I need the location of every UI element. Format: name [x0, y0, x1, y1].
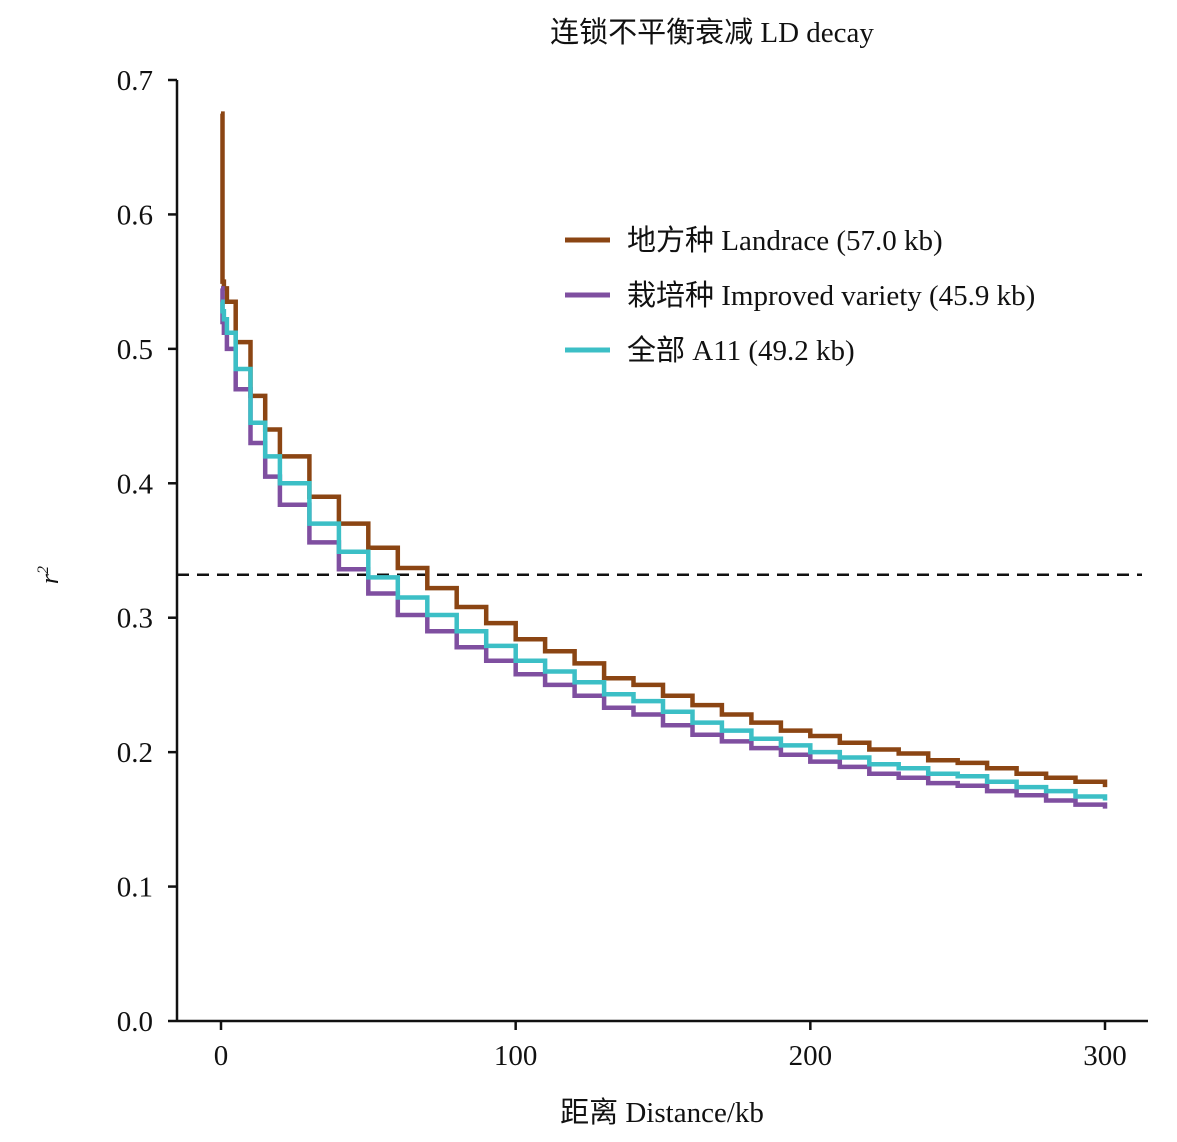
- legend: 地方种 Landrace (57.0 kb) 栽培种 Improved varie…: [565, 224, 1035, 367]
- y-axis-ticks: 0.0 0.1 0.2 0.3 0.4 0.5 0.6 0.7: [117, 65, 177, 1038]
- y-tick-label: 0.4: [117, 468, 154, 500]
- x-tick-label: 100: [494, 1040, 538, 1072]
- legend-label: 地方种 Landrace (57.0 kb): [627, 224, 943, 257]
- y-tick-label: 0.5: [117, 334, 153, 366]
- y-tick-label: 0.7: [117, 65, 153, 97]
- y-tick-label: 0.6: [117, 199, 153, 231]
- series-layer: [220, 111, 1108, 809]
- x-axis-ticks: 0 100 200 300: [214, 1021, 1127, 1072]
- legend-label: 栽培种 Improved variety (45.9 kb): [627, 279, 1035, 312]
- legend-label: 全部 A11 (49.2 kb): [627, 334, 855, 367]
- y-tick-label: 0.1: [117, 872, 153, 904]
- y-axis-label: r2: [35, 566, 64, 584]
- y-axis-label-superscript: 2: [35, 566, 52, 574]
- y-tick-label: 0.0: [117, 1006, 153, 1038]
- y-axis-label-base: r: [35, 573, 64, 584]
- y-tick-label: 0.3: [117, 603, 153, 635]
- series-line-0: [220, 111, 1108, 788]
- series-line-2: [220, 299, 1108, 801]
- chart-title: 连锁不平衡衰减 LD decay: [550, 16, 874, 49]
- x-axis-label: 距离 Distance/kb: [560, 1096, 764, 1129]
- x-tick-label: 300: [1083, 1040, 1127, 1072]
- x-tick-label: 200: [789, 1040, 833, 1072]
- x-tick-label: 0: [214, 1040, 229, 1072]
- y-tick-label: 0.2: [117, 737, 153, 769]
